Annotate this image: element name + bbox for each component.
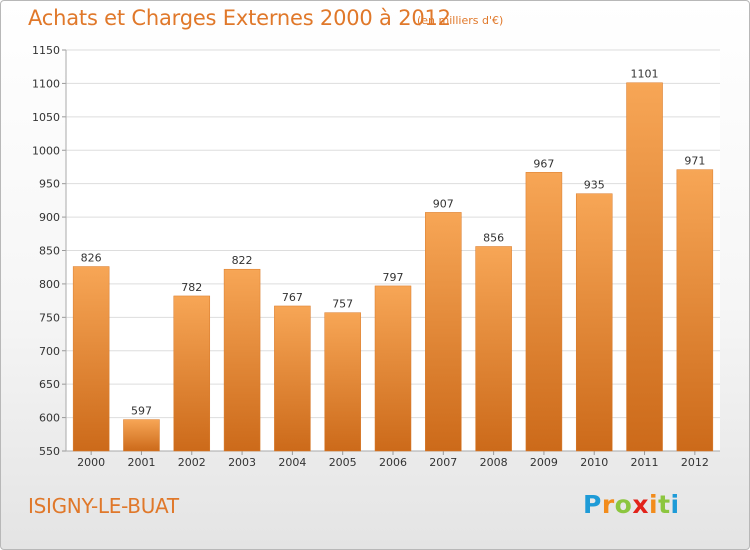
y-tick-label: 550 [39,445,60,458]
y-tick-label: 750 [39,311,60,324]
label-layer: 826 597 782 822 767 757 797 907 856 967 935 1101 971 [81,68,706,418]
bar [475,246,512,452]
data-label: 597 [131,405,152,418]
bar [123,419,160,452]
bar [425,212,462,452]
proxiti-logo[interactable]: Proxiti [583,490,680,519]
x-tick-label: 2009 [530,456,558,469]
x-tick-label: 2007 [429,456,457,469]
chart-subtitle: (en milliers d'€) [417,14,504,27]
data-label: 967 [533,157,554,170]
y-tick-label: 1150 [32,44,60,57]
bar [223,268,261,452]
x-tick-label: 2003 [228,456,256,469]
bar [525,172,563,452]
y-tick-label: 800 [39,278,60,291]
y-tick-label: 1100 [32,77,60,90]
bar-layer [72,82,714,452]
x-tick-label: 2004 [278,456,306,469]
y-tick-label: 950 [39,178,60,191]
x-tick-label: 2002 [178,456,206,469]
commune-name: ISIGNY-LE-BUAT [28,494,179,518]
y-tick-label: 650 [39,378,60,391]
logo-letter: x [632,490,649,519]
data-label: 797 [383,271,404,284]
bar [575,193,613,452]
logo-letter: t [658,490,671,519]
logo-letter: P [583,490,602,519]
y-tick-label: 700 [39,345,60,358]
logo-letter: o [614,490,633,519]
x-tick-label: 2011 [631,456,659,469]
x-tick-label: 2010 [580,456,608,469]
data-label: 907 [433,197,454,210]
logo-letter: i [649,490,659,519]
data-label: 856 [483,231,504,244]
x-tick-label: 2001 [127,456,155,469]
data-label: 767 [282,291,303,304]
bar [173,295,211,452]
logo-letter: i [670,490,680,519]
x-tick-label: 2012 [681,456,709,469]
x-tick-label: 2008 [480,456,508,469]
data-label: 826 [81,252,102,265]
bar [274,305,311,452]
data-label: 822 [232,254,253,267]
bar [676,169,714,452]
y-tick-label: 900 [39,211,60,224]
data-label: 971 [684,155,705,168]
bar [626,82,663,452]
y-tick-label: 1000 [32,144,60,157]
bar [374,285,412,452]
x-tick-label: 2006 [379,456,407,469]
logo-letter: r [601,490,615,519]
y-tick-label: 600 [39,412,60,425]
bar [72,266,110,452]
data-label: 935 [584,179,605,192]
data-label: 782 [181,281,202,294]
bar [324,312,361,452]
x-tick-label: 2005 [329,456,357,469]
data-label: 1101 [631,68,659,81]
chart-title: Achats et Charges Externes 2000 à 2012 [28,6,451,30]
y-tick-label: 850 [39,245,60,258]
data-label: 757 [332,298,353,311]
y-tick-label: 1050 [32,111,60,124]
x-tick-label: 2000 [77,456,105,469]
